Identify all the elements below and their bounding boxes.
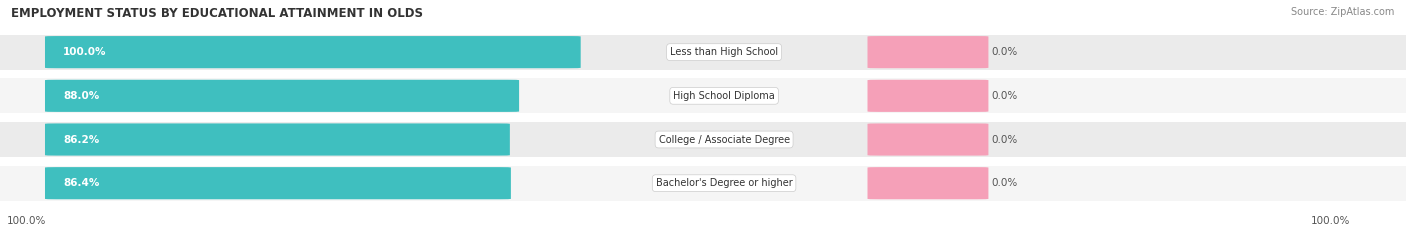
FancyBboxPatch shape: [45, 123, 510, 156]
Text: 0.0%: 0.0%: [991, 178, 1018, 188]
Text: 0.0%: 0.0%: [991, 134, 1018, 144]
Text: 0.0%: 0.0%: [991, 47, 1018, 57]
Text: 100.0%: 100.0%: [63, 47, 107, 57]
FancyBboxPatch shape: [868, 80, 988, 112]
Text: High School Diploma: High School Diploma: [673, 91, 775, 101]
Text: 88.0%: 88.0%: [63, 91, 100, 101]
FancyBboxPatch shape: [45, 80, 519, 112]
Text: Bachelor's Degree or higher: Bachelor's Degree or higher: [655, 178, 793, 188]
FancyBboxPatch shape: [45, 36, 581, 68]
FancyBboxPatch shape: [45, 167, 510, 199]
FancyBboxPatch shape: [868, 123, 988, 156]
FancyBboxPatch shape: [0, 78, 1406, 113]
Text: 86.2%: 86.2%: [63, 134, 100, 144]
Text: EMPLOYMENT STATUS BY EDUCATIONAL ATTAINMENT IN OLDS: EMPLOYMENT STATUS BY EDUCATIONAL ATTAINM…: [11, 7, 423, 20]
Text: 100.0%: 100.0%: [7, 216, 46, 226]
Text: 0.0%: 0.0%: [991, 91, 1018, 101]
FancyBboxPatch shape: [0, 35, 1406, 70]
FancyBboxPatch shape: [868, 167, 988, 199]
Text: College / Associate Degree: College / Associate Degree: [658, 134, 790, 144]
Text: Less than High School: Less than High School: [671, 47, 778, 57]
FancyBboxPatch shape: [0, 122, 1406, 157]
Text: Source: ZipAtlas.com: Source: ZipAtlas.com: [1291, 7, 1395, 17]
Text: 100.0%: 100.0%: [1310, 216, 1350, 226]
FancyBboxPatch shape: [868, 36, 988, 68]
Text: 86.4%: 86.4%: [63, 178, 100, 188]
FancyBboxPatch shape: [0, 166, 1406, 201]
